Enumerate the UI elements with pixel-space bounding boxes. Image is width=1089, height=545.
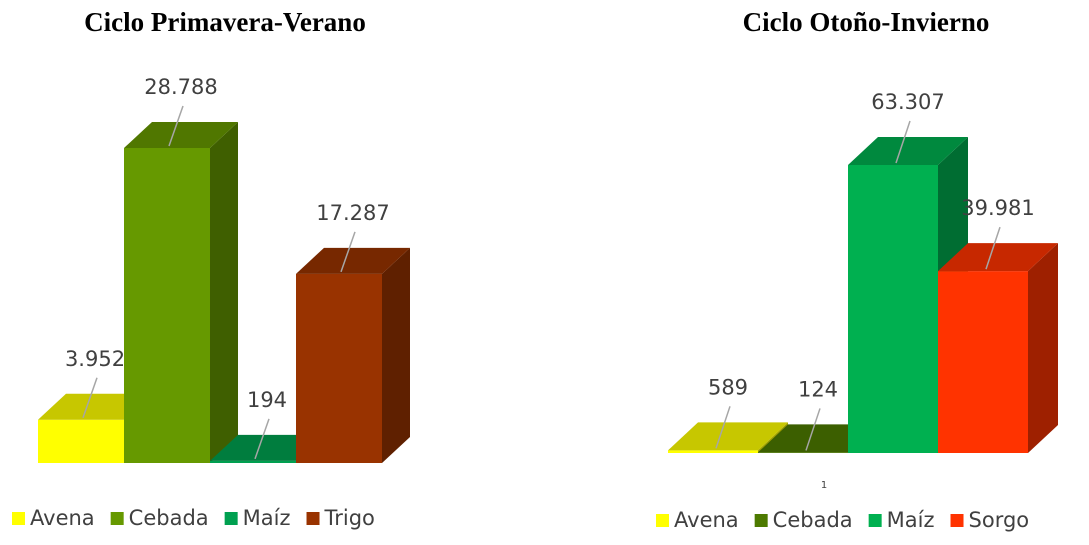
legend-swatch [110,512,124,525]
bar-top [938,243,1058,272]
legend-label: Maíz [887,508,935,532]
legend-label: Cebada [773,508,853,532]
bar-top [848,137,968,165]
leader-line [715,406,731,449]
bar [938,271,1028,453]
bar-side [758,422,788,453]
value-label: 28.788 [144,75,217,99]
value-label: 589 [708,375,748,399]
leader-line [82,377,98,419]
bar [848,165,938,453]
leader-line [168,105,184,147]
legend-label: Trigo [324,506,375,530]
bar-side [1028,243,1058,453]
bar-top [296,247,410,274]
leader-line [895,120,911,164]
chart-title: Ciclo Otoño-Invierno [743,7,990,37]
bar-top [668,422,788,451]
value-label: 39.981 [961,196,1034,220]
bar-top [124,122,238,148]
bar-top [210,434,324,461]
leader-line [254,418,270,460]
bar-top [38,393,152,420]
legend-label: Sorgo [969,508,1030,532]
legend-swatch [868,514,882,527]
bar [668,450,758,453]
leader-line [340,231,356,273]
legend-swatch [12,512,25,525]
value-label: 124 [798,377,838,401]
bar [296,273,382,463]
legend-label: Avena [674,508,739,532]
value-label: 3.952 [65,347,125,371]
chart-title: Ciclo Primavera-Verano [84,7,366,37]
legend-label: Maíz [243,506,291,530]
legend-swatch [754,514,768,527]
legend-swatch [306,512,320,525]
bar [758,452,848,453]
leader-line [985,226,1001,270]
footnote: 1 [821,480,827,491]
legend-label: Cebada [129,506,209,530]
value-label: 63.307 [871,90,944,114]
value-label: 194 [247,388,287,412]
legend-swatch [656,514,669,527]
legend-swatch [224,512,238,525]
bar-side [382,247,410,463]
bar [210,460,296,463]
bar [38,419,124,463]
legend-label: Avena [30,506,95,530]
bar [124,148,210,463]
value-label: 17.287 [316,201,389,225]
leader-line [805,408,821,451]
bar-side [210,122,238,463]
legend-swatch [950,514,964,527]
